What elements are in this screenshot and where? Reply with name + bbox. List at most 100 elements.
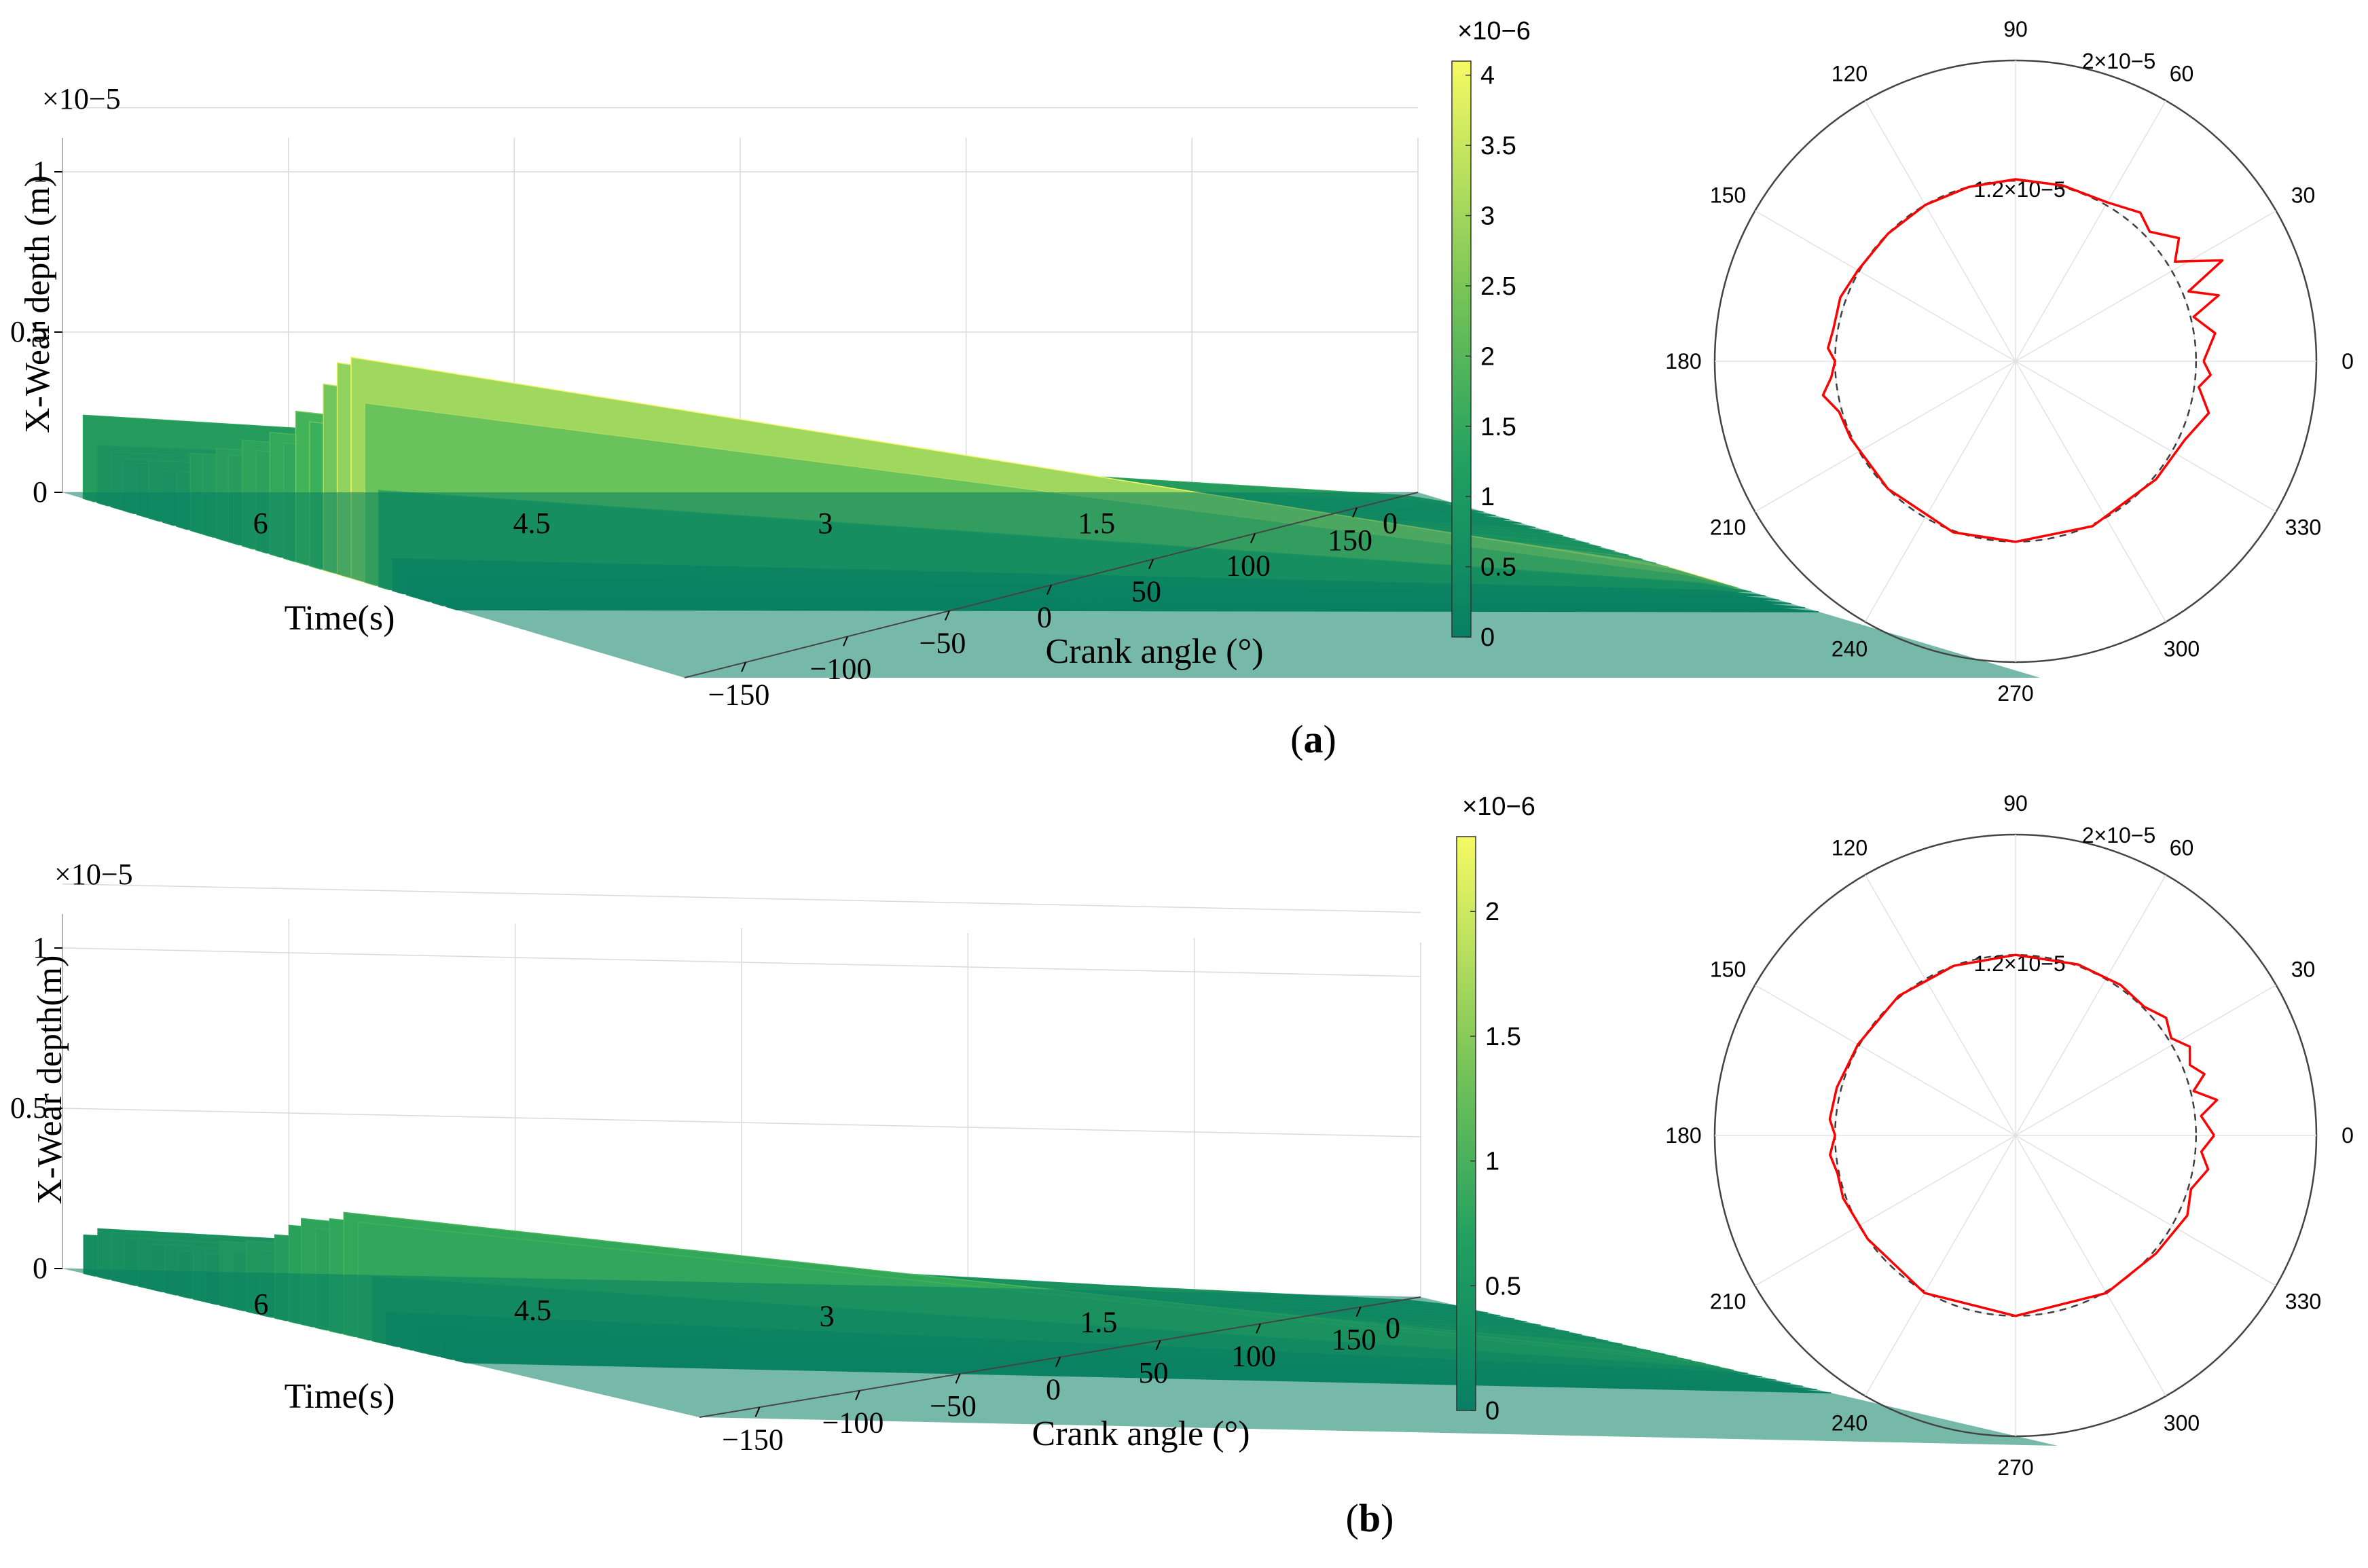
time-tick-label: 1.5 [1080, 1305, 1117, 1338]
colorbar [1456, 836, 1476, 1411]
polar-spoke [1864, 100, 2016, 362]
angle-tick [1155, 1340, 1161, 1351]
colorbar-tick-label: 0 [1485, 1397, 1499, 1425]
panel-a: 0 0.5 1 ×10−5 X-Wear depth (m) 0 1.5 3 4.5 6 Time(… [10, 17, 2354, 761]
polar-wear-profile [1821, 178, 2224, 543]
polar-radius-label: 1.2×10−5 [1973, 177, 2065, 202]
angle-tick-label: 0 [1037, 601, 1052, 634]
back-grid [62, 883, 1421, 1298]
polar-spoke [2015, 100, 2167, 362]
angle-tick-label: −150 [708, 678, 770, 711]
angle-tick [1148, 559, 1154, 569]
colorbar-tick-label: 3.5 [1480, 132, 1516, 160]
polar-angle-label: 210 [1710, 515, 1746, 540]
polar-angle-label: 90 [2003, 791, 2028, 816]
angle-tick-label: 50 [1139, 1356, 1169, 1389]
colorbar-tick-label: 4 [1480, 62, 1495, 90]
angle-tick-label: 100 [1231, 1339, 1276, 1372]
polar-wear-profile [1828, 953, 2219, 1317]
time-tick-label: 0 [1385, 1311, 1400, 1345]
surface [62, 357, 2040, 678]
angle-tick [1352, 507, 1358, 518]
polar-radius-label: 2×10−5 [2082, 823, 2156, 847]
angle-tick [1055, 1357, 1061, 1367]
time-tick-label: 4.5 [513, 507, 551, 540]
colorbar-tick-label: 1 [1480, 483, 1495, 511]
angle-tick-label: −50 [930, 1389, 977, 1423]
panel-caption-letter: b [1359, 1496, 1381, 1540]
time-axis-label: Time(s) [285, 1377, 395, 1416]
polar-spoke [2015, 874, 2167, 1136]
time-tick-label: 1.5 [1078, 507, 1115, 540]
angle-tick [741, 661, 746, 672]
panel-b: 0 0.5 1 ×10−5 X-Wear depth(m) 0 1.5 3 4.5 6 Time(s… [10, 791, 2354, 1540]
angle-tick [754, 1406, 761, 1417]
polar-angle-label: 210 [1710, 1290, 1746, 1314]
colorbar [1451, 60, 1472, 638]
polar-angle-label: 150 [1710, 183, 1746, 208]
colorbar-tick-label: 2 [1485, 898, 1499, 926]
angle-tick [1046, 585, 1052, 595]
colorbar-tick-label: 2 [1480, 342, 1495, 371]
polar-angle-label: 0 [2342, 349, 2354, 373]
polar-angle-label: 120 [1832, 836, 1868, 860]
polar-angle-label: 120 [1832, 62, 1868, 86]
angle-tick-label: 50 [1131, 575, 1161, 608]
time-tick-label: 0 [1383, 507, 1398, 540]
angle-tick [843, 636, 848, 646]
time-tick-label: 6 [253, 1288, 268, 1321]
polar-angle-label: 270 [1997, 1455, 2033, 1480]
polar-spoke [1864, 361, 2016, 623]
z-exponent-label: ×10−5 [54, 858, 133, 891]
surface [62, 1211, 2058, 1446]
polar-angle-label: 300 [2164, 636, 2200, 661]
colorbar-tick-label: 3 [1480, 202, 1495, 231]
z-tick-label: 0.5 [10, 1091, 48, 1125]
angle-tick [855, 1390, 860, 1401]
z-tick-label: 1 [33, 155, 48, 188]
polar-spoke [1864, 874, 2016, 1136]
angle-axis-label: Crank angle (°) [1032, 1415, 1250, 1453]
colorbar-tick-label: 2.5 [1480, 272, 1516, 301]
angle-tick [955, 1373, 961, 1384]
polar-angle-label: 240 [1832, 1410, 1868, 1435]
time-axis-label: Time(s) [285, 599, 395, 638]
colorbar-tick-label: 1.5 [1485, 1023, 1521, 1051]
angle-tick-label: 100 [1226, 549, 1271, 583]
polar-spoke [1754, 361, 2016, 513]
polar-spoke [2015, 984, 2277, 1136]
panel-caption: (a) [1290, 717, 1336, 761]
polar-plot: 03060901201501802102402703003301.2×10−52… [1665, 17, 2354, 706]
polar-angle-label: 270 [1997, 681, 2033, 706]
polar-spoke [1864, 1135, 2016, 1397]
angle-tick [1355, 1307, 1362, 1317]
angle-tick-label: −150 [722, 1423, 784, 1456]
polar-angle-label: 60 [2170, 836, 2194, 860]
polar-angle-label: 60 [2170, 62, 2194, 86]
polar-angle-label: 30 [2291, 958, 2316, 982]
angle-axis-label: Crank angle (°) [1045, 632, 1263, 671]
polar-angle-label: 0 [2342, 1123, 2354, 1148]
colorbar-tick-label: 0.5 [1480, 553, 1516, 582]
polar-radius-label: 2×10−5 [2082, 49, 2156, 73]
polar-angle-label: 240 [1832, 636, 1868, 661]
z-tick-label: 0.5 [10, 315, 48, 348]
polar-spoke [1754, 210, 2016, 362]
time-tick-label: 4.5 [514, 1294, 551, 1327]
z-tick-label: 1 [33, 931, 48, 964]
polar-spoke [2015, 210, 2277, 362]
angle-tick [1250, 533, 1256, 544]
colorbar-exponent-label: ×10−6 [1457, 17, 1531, 45]
angle-tick-label: −50 [919, 626, 966, 659]
polar-angle-label: 330 [2285, 1290, 2321, 1314]
polar-angle-label: 300 [2164, 1410, 2200, 1435]
time-tick-label: 6 [253, 507, 268, 540]
colorbar-exponent-label: ×10−6 [1462, 792, 1535, 821]
polar-spoke [1754, 1135, 2016, 1287]
colorbar-tick-label: 1.5 [1480, 413, 1516, 441]
angle-tick [945, 610, 950, 621]
polar-plot: 03060901201501802102402703003301.2×10−52… [1665, 791, 2354, 1480]
polar-spoke [2015, 1135, 2277, 1287]
colorbar-tick-label: 0.5 [1485, 1272, 1521, 1300]
polar-spoke [1754, 984, 2016, 1136]
